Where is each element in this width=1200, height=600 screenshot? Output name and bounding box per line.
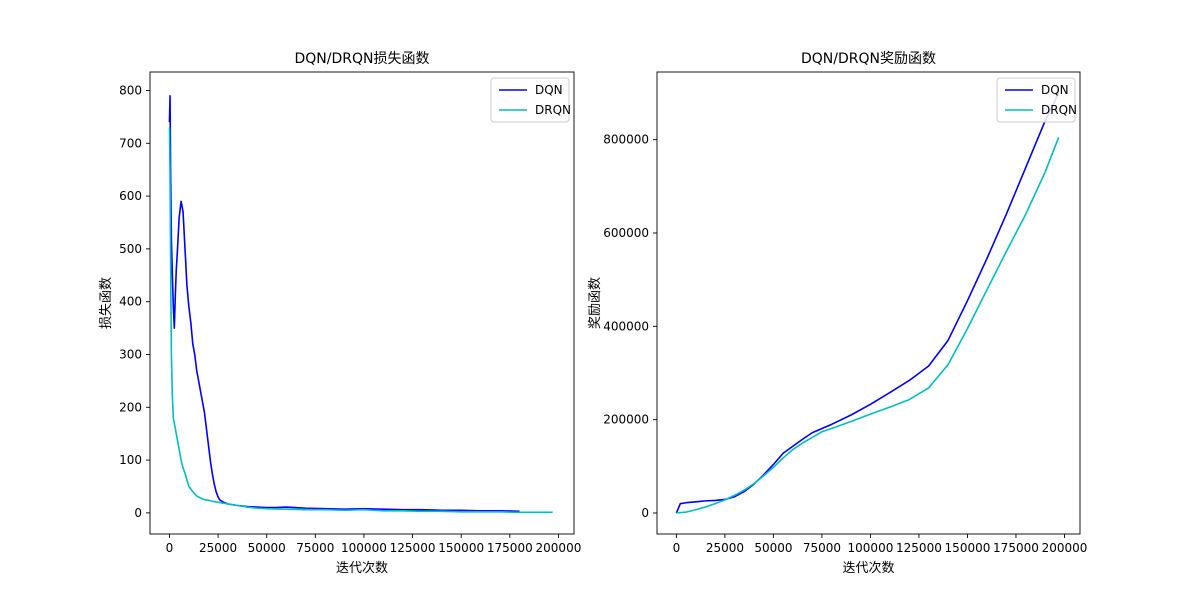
reward-x-tick-label: 25000 (706, 541, 744, 555)
loss-x-tick-label: 125000 (390, 541, 436, 555)
loss-x-axis-label: 迭代次数 (336, 560, 388, 576)
loss-y-tick-label: 600 (119, 189, 142, 203)
reward-x-tick-label: 200000 (1042, 541, 1088, 555)
loss-y-tick-label: 700 (119, 136, 142, 150)
reward-x-axis-label: 迭代次数 (842, 560, 894, 576)
loss-y-tick-label: 0 (134, 506, 142, 520)
loss-legend: DQN DRQN (490, 77, 571, 123)
reward-y-tick-label: 200000 (603, 413, 649, 427)
reward-x-tick-label: 50000 (754, 541, 792, 555)
loss-x-tick-label: 50000 (248, 541, 286, 555)
reward-x-tick-label: 125000 (896, 541, 942, 555)
loss-y-tick-label: 400 (119, 295, 142, 309)
reward-y-tick-label: 0 (641, 506, 649, 520)
loss-x-tick-label: 100000 (341, 541, 387, 555)
reward-x-tick-label: 150000 (945, 541, 991, 555)
loss-x-tick-label: 0 (166, 541, 174, 555)
reward-series-line-dqn (675, 92, 1060, 514)
loss-y-tick-label: 300 (119, 347, 142, 361)
loss-y-tick-label: 200 (119, 400, 142, 414)
reward-y-tick-label: 600000 (603, 226, 649, 240)
loss-y-axis-label: 损失函数 (99, 277, 114, 329)
loss-x-tick-label: 75000 (296, 541, 334, 555)
loss-legend-label-dqn: DQN (535, 83, 563, 97)
reward-y-tick-label: 400000 (603, 319, 649, 333)
reward-legend: DQN DRQN (996, 77, 1077, 123)
loss-legend-label-drqn: DRQN (535, 103, 571, 117)
loss-axes-frame (149, 71, 575, 535)
loss-x-tick-label: 175000 (487, 541, 533, 555)
loss-x-tick-label: 150000 (438, 541, 484, 555)
reward-legend-box (996, 77, 1076, 123)
reward-x-tick-label: 175000 (993, 541, 1039, 555)
reward-x-tick-label: 100000 (848, 541, 894, 555)
loss-y-tick-label: 800 (119, 83, 142, 97)
reward-y-tick-label: 800000 (603, 133, 649, 147)
reward-series-line-drqn (676, 137, 1060, 514)
reward-axes-frame (656, 71, 1081, 535)
loss-y-tick-label: 500 (119, 242, 142, 256)
reward-legend-label-dqn: DQN (1041, 83, 1069, 97)
loss-legend-box (490, 77, 570, 123)
loss-x-tick-label: 25000 (199, 541, 237, 555)
loss-series-line-drqn (168, 127, 553, 514)
reward-x-tick-label: 75000 (803, 541, 841, 555)
loss-chart-panel: 0 25000 50000 75000 100000 125000 150000 175000… (99, 51, 581, 576)
loss-y-tick-label: 100 (119, 453, 142, 467)
loss-series-line-dqn (168, 94, 520, 513)
reward-chart-panel: 0 25000 50000 75000 100000 125000 150000 175000… (588, 50, 1087, 576)
reward-x-tick-label: 0 (673, 541, 681, 555)
reward-y-axis-label: 奖励函数 (588, 277, 603, 329)
reward-legend-label-drqn: DRQN (1041, 103, 1077, 117)
loss-x-tick-label: 200000 (536, 541, 582, 555)
reward-chart-title: DQN/DRQN奖励函数 (801, 50, 936, 67)
loss-chart-title: DQN/DRQN损失函数 (295, 51, 430, 67)
